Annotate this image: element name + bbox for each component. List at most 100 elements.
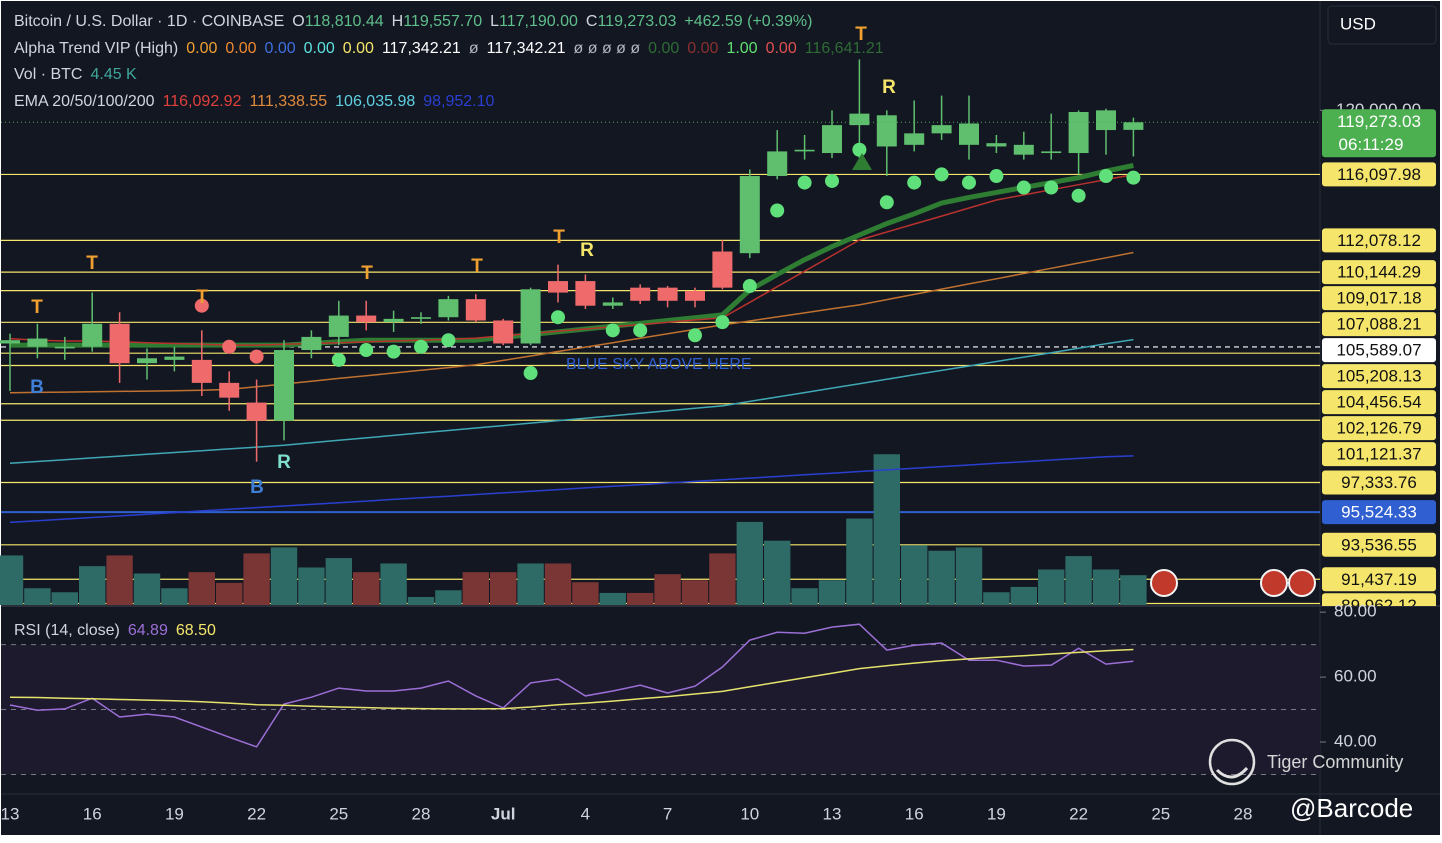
- candle-body: [328, 315, 349, 337]
- signal-dot: [715, 315, 730, 330]
- legend-value: 119,273.03: [597, 13, 677, 30]
- legend-value: 0.00: [687, 39, 719, 57]
- candle-body: [274, 350, 294, 421]
- volume-bar: [0, 555, 24, 605]
- x-tick-label: 25: [329, 804, 348, 823]
- legend-value: 117,342.21: [381, 39, 461, 57]
- handle: @Barcode: [1290, 793, 1413, 823]
- candle-body: [0, 340, 20, 344]
- volume-bar: [298, 567, 325, 605]
- level-label: 104,456.54: [1336, 393, 1421, 412]
- level-label-box: [1322, 390, 1436, 415]
- volume-bar: [1120, 575, 1147, 605]
- level-label: 105,589.07: [1336, 341, 1421, 360]
- currency-button[interactable]: [1327, 5, 1437, 45]
- volume-bar: [627, 592, 654, 605]
- signal-dot: [1044, 180, 1059, 195]
- volume-bar: [955, 547, 983, 605]
- legend-value: 64.89: [127, 622, 168, 639]
- level-label: 93,536.55: [1341, 535, 1417, 554]
- candle-body: [411, 317, 431, 319]
- candle-body: [109, 323, 130, 364]
- rsi-layer: 80.00 60.00 40.00 13 16 19 22 25 28 Jul 4 7 10 13 16 19…: [1, 602, 1377, 824]
- legend-label: C: [585, 13, 598, 30]
- level-label: 116,097.98: [1337, 165, 1421, 184]
- volume-bar: [517, 563, 544, 605]
- candle-body: [1123, 122, 1144, 130]
- volume-bar: [1092, 569, 1120, 605]
- level-label: 89,962.12: [1341, 596, 1417, 615]
- x-tick-label: 25: [1151, 804, 1170, 823]
- volume-bar: [325, 558, 352, 605]
- volume-bar: [243, 553, 270, 605]
- signal-marker: R: [882, 77, 896, 98]
- candle-body: [630, 287, 651, 301]
- signal-dot: [852, 142, 867, 157]
- candle-body: [383, 318, 404, 323]
- signal-marker: B: [250, 477, 264, 498]
- level-label: 101,121.37: [1336, 445, 1421, 464]
- signal-dot: [934, 167, 949, 182]
- level-label-box: [1322, 593, 1436, 606]
- signal-dot: [797, 175, 812, 190]
- candle-body: [465, 299, 486, 321]
- decor-layer: USD Tiger Community @Barcode: [852, 5, 1437, 823]
- indicator-line: [9, 251, 1134, 394]
- candle-body: [1013, 144, 1034, 155]
- level-label: 109,017.18: [1336, 289, 1421, 308]
- rsi-legend: RSI (14, close) 64.89 68.50: [14, 621, 224, 641]
- annotation: BLUE SKY ABOVE HERE: [566, 356, 752, 373]
- signal-dot: [194, 298, 209, 313]
- signal-marker: T: [553, 227, 565, 248]
- candle-body: [164, 356, 185, 360]
- candle-body: [82, 323, 103, 347]
- signal-dot: [825, 173, 839, 188]
- signal-marker: R: [580, 240, 594, 261]
- volume-bar: [681, 580, 709, 605]
- volume-bar: [572, 582, 599, 605]
- volume-bar: [407, 596, 435, 605]
- level-label: 112,078.12: [1337, 231, 1421, 250]
- legend-value: 4.45 K: [90, 66, 137, 83]
- level-label-box: [1322, 416, 1436, 441]
- currency[interactable]: USD: [1340, 14, 1376, 33]
- signal-dot: [688, 328, 702, 343]
- volume-bar: [106, 555, 133, 605]
- indicator-line: [9, 338, 1134, 465]
- legend-value: 111,338.55: [249, 92, 328, 110]
- level-label: 102,126.79: [1336, 419, 1421, 438]
- volume-bar: [544, 563, 572, 605]
- signal-dot: [551, 310, 565, 325]
- level-label: 95,524.33: [1341, 503, 1417, 522]
- candle-body: [548, 281, 568, 293]
- signal-dot: [414, 339, 428, 354]
- volume-bar: [901, 545, 928, 605]
- candle-body: [685, 290, 705, 301]
- rsi-line: [9, 623, 1134, 748]
- event-flag[interactable]: [1150, 569, 1178, 597]
- candle-body: [1096, 110, 1116, 131]
- legend-row: Vol · BTC 4.45 K: [14, 65, 145, 85]
- level-label-box: [1322, 312, 1436, 337]
- candle-body: [54, 346, 75, 349]
- x-tick-label: 19: [165, 804, 184, 823]
- signal-dot: [222, 339, 237, 354]
- level-label-box: [1322, 567, 1436, 592]
- signal-dot: [1016, 180, 1031, 195]
- event-flag[interactable]: [1288, 569, 1316, 597]
- volume-bar: [353, 572, 380, 605]
- legend-value: 98,952.10: [423, 92, 495, 110]
- level-label-box: [1322, 364, 1436, 389]
- legend-value: 117,342.21: [486, 39, 566, 57]
- signal-marker: T: [471, 256, 483, 277]
- signal-dot: [249, 349, 264, 364]
- volume-bar: [709, 553, 736, 605]
- event-flag[interactable]: [1260, 569, 1288, 597]
- candle-body: [986, 143, 1007, 147]
- volume-bar: [599, 592, 626, 605]
- volume-bar: [270, 547, 298, 605]
- signal-dot: [633, 323, 648, 338]
- volume-bar: [24, 588, 51, 605]
- x-tick-label: 10: [740, 804, 759, 823]
- x-tick-label: 16: [83, 804, 102, 823]
